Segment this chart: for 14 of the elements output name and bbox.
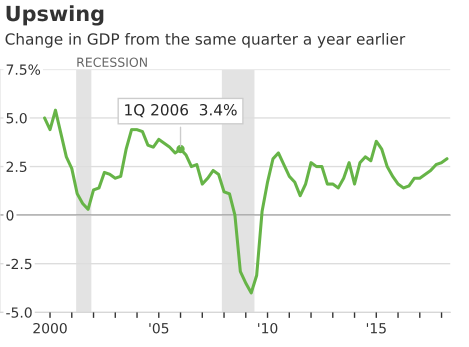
y-tick-label: 2.5: [6, 162, 26, 172]
chart-title: Upswing: [6, 5, 104, 26]
annotation: 1Q 2006 3.4%: [125, 104, 237, 118]
y-tick-label: -5.0: [6, 307, 32, 318]
y-tick-label: 7.5%: [6, 64, 40, 75]
x-tick-label: '10: [258, 322, 278, 334]
x-tick-label: '05: [149, 322, 168, 334]
y-tick-label: 5.0: [6, 112, 27, 124]
x-tick-label: '15: [366, 323, 386, 334]
x-tick-label: 2000: [33, 322, 67, 334]
band-label: RECESSION: [77, 58, 147, 67]
y-tick-label: 0: [6, 210, 14, 221]
chart-subtitle: Change in GDP from the same quarter a year earlier: [6, 32, 406, 48]
y-tick-label: -2.5: [6, 258, 32, 270]
